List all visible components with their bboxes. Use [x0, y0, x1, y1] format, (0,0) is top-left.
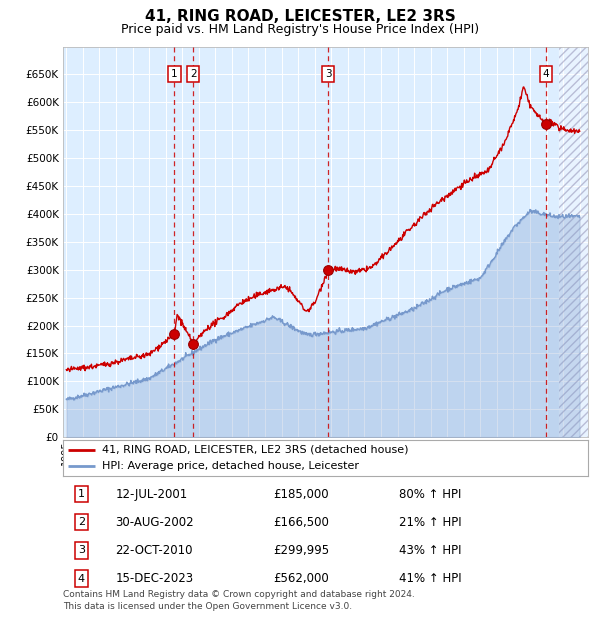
Text: 3: 3 [78, 546, 85, 556]
Text: £166,500: £166,500 [273, 516, 329, 529]
Text: 43% ↑ HPI: 43% ↑ HPI [399, 544, 461, 557]
Text: 15-DEC-2023: 15-DEC-2023 [115, 572, 194, 585]
Bar [559, 46, 588, 437]
Text: £185,000: £185,000 [273, 488, 329, 501]
Text: 1: 1 [78, 489, 85, 499]
Text: 80% ↑ HPI: 80% ↑ HPI [399, 488, 461, 501]
Text: £299,995: £299,995 [273, 544, 329, 557]
Text: 12-JUL-2001: 12-JUL-2001 [115, 488, 188, 501]
Text: £562,000: £562,000 [273, 572, 329, 585]
Text: 1: 1 [171, 69, 178, 79]
Text: 41% ↑ HPI: 41% ↑ HPI [399, 572, 461, 585]
Text: 4: 4 [542, 69, 549, 79]
Text: Contains HM Land Registry data © Crown copyright and database right 2024.
This d: Contains HM Land Registry data © Crown c… [63, 590, 415, 611]
Text: 41, RING ROAD, LEICESTER, LE2 3RS (detached house): 41, RING ROAD, LEICESTER, LE2 3RS (detac… [103, 445, 409, 455]
Text: 3: 3 [325, 69, 331, 79]
Bar [559, 46, 588, 437]
Text: 2: 2 [190, 69, 196, 79]
Text: 21% ↑ HPI: 21% ↑ HPI [399, 516, 461, 529]
Text: Price paid vs. HM Land Registry's House Price Index (HPI): Price paid vs. HM Land Registry's House … [121, 23, 479, 36]
Text: 2: 2 [78, 517, 85, 527]
Text: HPI: Average price, detached house, Leicester: HPI: Average price, detached house, Leic… [103, 461, 359, 471]
Text: 22-OCT-2010: 22-OCT-2010 [115, 544, 193, 557]
Text: 4: 4 [78, 574, 85, 583]
Text: 30-AUG-2002: 30-AUG-2002 [115, 516, 194, 529]
Text: 41, RING ROAD, LEICESTER, LE2 3RS: 41, RING ROAD, LEICESTER, LE2 3RS [145, 9, 455, 24]
